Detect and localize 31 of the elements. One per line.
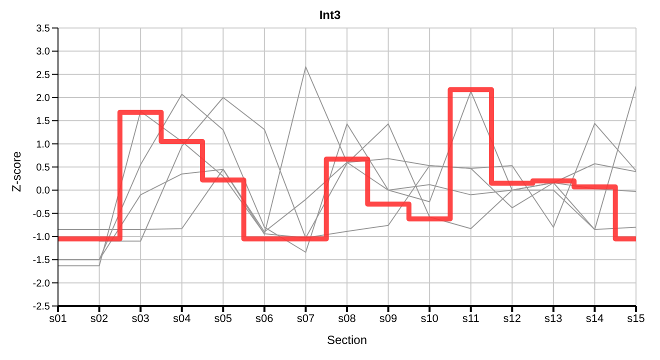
x-tick-label: s12 (503, 312, 522, 325)
y-tick-label: 2.0 (36, 93, 50, 104)
y-tick-label: 1.0 (36, 139, 50, 150)
y-tick-label: 3.0 (36, 46, 50, 58)
y-axis-title: Z-score (9, 151, 24, 192)
x-tick-label: s01 (49, 312, 67, 325)
y-tick-label: 2.5 (36, 70, 50, 81)
y-tick-label: 3.5 (36, 24, 50, 35)
x-tick-label: s08 (338, 312, 356, 325)
x-axis-title: Section (326, 333, 368, 347)
x-tick-label: s06 (256, 312, 274, 325)
x-tick-label: s09 (379, 312, 398, 325)
x-tick-label: s07 (296, 312, 315, 325)
y-tick-label: -0.5 (32, 208, 50, 220)
y-tick-label: -2.0 (32, 278, 50, 290)
x-tick-label: s04 (172, 312, 191, 325)
x-tick-label: s03 (132, 312, 150, 325)
y-tick-label: -2.5 (32, 302, 50, 313)
x-tick-label: s11 (462, 312, 480, 325)
y-tick-label: -1.0 (32, 232, 50, 244)
x-tick-label: s05 (214, 312, 232, 325)
x-tick-label: s02 (90, 312, 108, 325)
y-tick-label: 0.5 (36, 162, 50, 174)
x-tick-label: s13 (544, 312, 562, 325)
y-tick-label: -1.5 (32, 255, 50, 266)
x-tick-label: s15 (627, 312, 645, 325)
y-tick-label: 1.5 (36, 116, 50, 128)
x-tick-label: s10 (420, 312, 438, 325)
y-tick-label: 0.0 (36, 186, 50, 197)
x-tick-label: s14 (586, 312, 604, 325)
chart-title: Int3 (318, 8, 342, 24)
